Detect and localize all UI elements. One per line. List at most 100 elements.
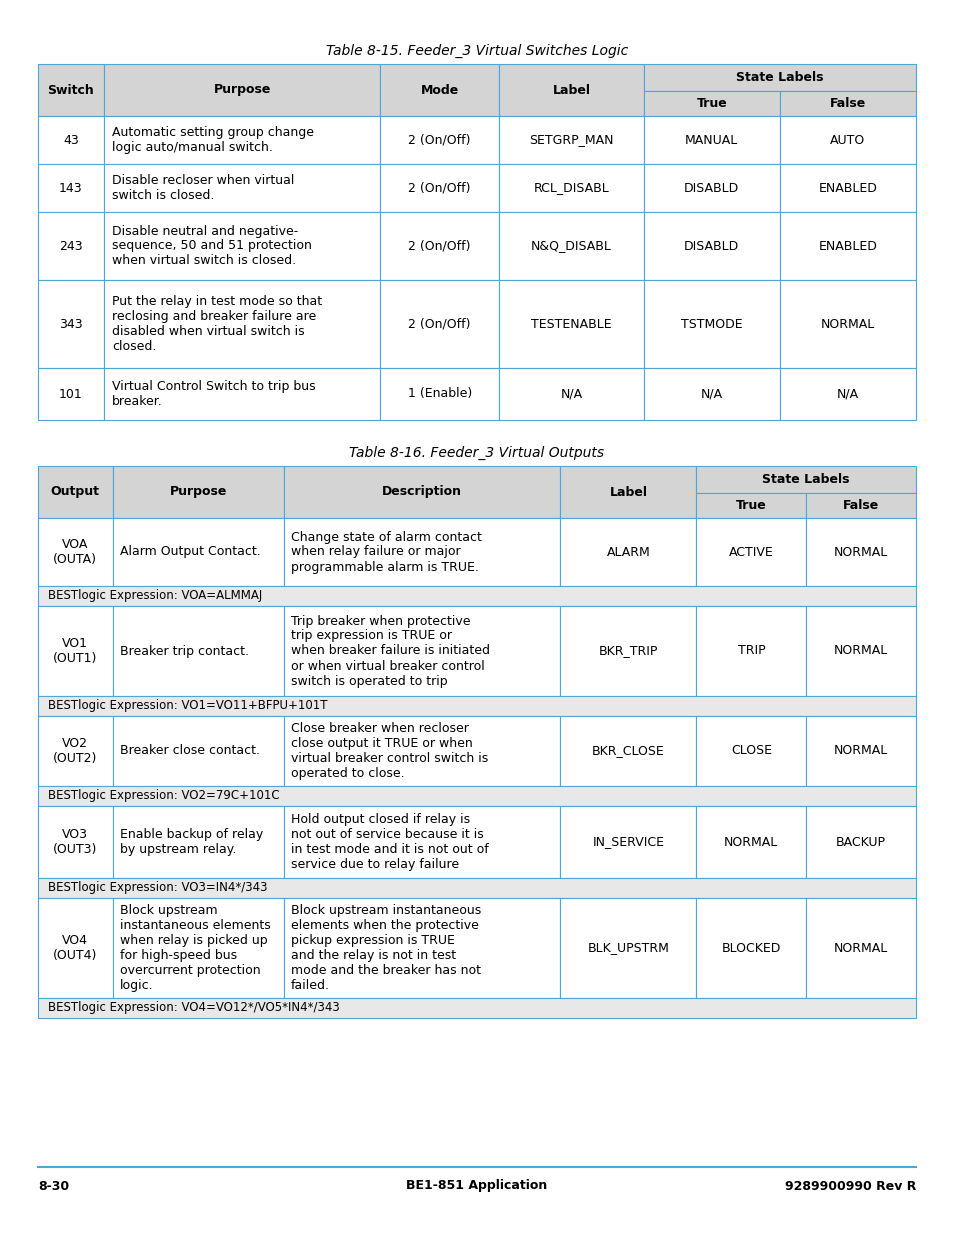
Text: TSTMODE: TSTMODE [680,317,741,331]
Bar [696,466,915,493]
Bar [498,116,643,164]
Text: Trip breaker when protective
trip expression is TRUE or
when breaker failure is : Trip breaker when protective trip expres… [291,615,489,688]
Text: 2 (On/Off): 2 (On/Off) [408,133,471,147]
Bar [559,517,696,585]
Bar [498,212,643,280]
Text: Output: Output [51,485,100,499]
Text: VO4
(OUT4): VO4 (OUT4) [53,934,97,962]
Text: Virtual Control Switch to trip bus
breaker.: Virtual Control Switch to trip bus break… [112,380,315,408]
Text: Hold output closed if relay is
not out of service because it is
in test mode and: Hold output closed if relay is not out o… [291,813,488,871]
Text: N&Q_DISABL: N&Q_DISABL [531,240,611,252]
Bar [380,116,498,164]
Bar [498,164,643,212]
Bar [643,91,780,116]
Bar [696,806,805,878]
Bar [780,212,915,280]
Text: NORMAL: NORMAL [723,836,778,848]
Text: Enable backup of relay
by upstream relay.: Enable backup of relay by upstream relay… [119,827,263,856]
Text: BESTlogic Expression: VO2=79C+101C: BESTlogic Expression: VO2=79C+101C [48,789,279,803]
Text: VO1
(OUT1): VO1 (OUT1) [53,637,97,664]
Bar [696,606,805,697]
Bar [38,898,112,998]
Text: Label: Label [609,485,647,499]
Text: 8-30: 8-30 [38,1179,69,1193]
Bar [38,368,104,420]
Text: NORMAL: NORMAL [833,745,887,757]
Text: VO2
(OUT2): VO2 (OUT2) [53,737,97,764]
Text: NORMAL: NORMAL [820,317,874,331]
Bar [38,64,104,116]
Text: Disable recloser when virtual
switch is closed.: Disable recloser when virtual switch is … [112,174,294,203]
Text: Block upstream
instantaneous elements
when relay is picked up
for high-speed bus: Block upstream instantaneous elements wh… [119,904,270,992]
Text: False: False [829,98,865,110]
Text: Close breaker when recloser
close output it TRUE or when
virtual breaker control: Close breaker when recloser close output… [291,722,488,781]
Bar [380,212,498,280]
Text: 143: 143 [59,182,83,194]
Bar [643,164,780,212]
Text: BLOCKED: BLOCKED [720,941,781,955]
Text: True: True [696,98,726,110]
Bar [780,368,915,420]
Bar [104,212,380,280]
Text: Label: Label [552,84,590,96]
Text: BKR_CLOSE: BKR_CLOSE [592,745,664,757]
Text: BESTlogic Expression: VO3=IN4*/343: BESTlogic Expression: VO3=IN4*/343 [48,882,267,894]
Text: Table 8-15. Feeder_3 Virtual Switches Logic: Table 8-15. Feeder_3 Virtual Switches Lo… [326,44,627,58]
Bar [38,466,112,517]
Bar [38,517,112,585]
Bar [112,606,284,697]
Text: VO3
(OUT3): VO3 (OUT3) [53,827,97,856]
Text: DISABLD: DISABLD [683,240,739,252]
Bar [696,517,805,585]
Bar [696,493,805,517]
Text: TESTENABLE: TESTENABLE [531,317,611,331]
Text: 2 (On/Off): 2 (On/Off) [408,317,471,331]
Bar [643,64,915,91]
Text: NORMAL: NORMAL [833,645,887,657]
Bar [104,280,380,368]
Bar [38,716,112,785]
Text: N/A: N/A [836,388,858,400]
Bar [380,164,498,212]
Bar [284,898,559,998]
Bar [805,517,915,585]
Text: Table 8-16. Feeder_3 Virtual Outputs: Table 8-16. Feeder_3 Virtual Outputs [349,446,604,461]
Bar [38,280,104,368]
Bar [112,806,284,878]
Bar [38,212,104,280]
Bar [805,493,915,517]
Bar [498,280,643,368]
Text: BACKUP: BACKUP [835,836,885,848]
Bar [696,716,805,785]
Bar [805,716,915,785]
Text: 1 (Enable): 1 (Enable) [407,388,472,400]
Text: NORMAL: NORMAL [833,546,887,558]
Bar [284,517,559,585]
Bar [38,606,112,697]
Bar [559,606,696,697]
Bar [104,116,380,164]
Text: AUTO: AUTO [829,133,864,147]
Bar [780,91,915,116]
Bar [38,806,112,878]
Text: IN_SERVICE: IN_SERVICE [592,836,663,848]
Bar [559,806,696,878]
Bar [284,806,559,878]
Text: BKR_TRIP: BKR_TRIP [598,645,658,657]
Text: N/A: N/A [700,388,722,400]
Bar [780,280,915,368]
Bar [284,466,559,517]
Text: 2 (On/Off): 2 (On/Off) [408,240,471,252]
Text: N/A: N/A [559,388,582,400]
Bar [112,898,284,998]
Text: False: False [842,499,879,513]
Text: Breaker trip contact.: Breaker trip contact. [119,645,249,657]
Bar [38,116,104,164]
Text: BESTlogic Expression: VO1=VO11+BFPU+101T: BESTlogic Expression: VO1=VO11+BFPU+101T [48,699,327,713]
Bar [284,716,559,785]
Text: ACTIVE: ACTIVE [728,546,773,558]
Text: Automatic setting group change
logic auto/manual switch.: Automatic setting group change logic aut… [112,126,314,154]
Bar [38,998,915,1018]
Text: BESTlogic Expression: VO4=VO12*/VO5*IN4*/343: BESTlogic Expression: VO4=VO12*/VO5*IN4*… [48,1002,339,1014]
Bar [104,368,380,420]
